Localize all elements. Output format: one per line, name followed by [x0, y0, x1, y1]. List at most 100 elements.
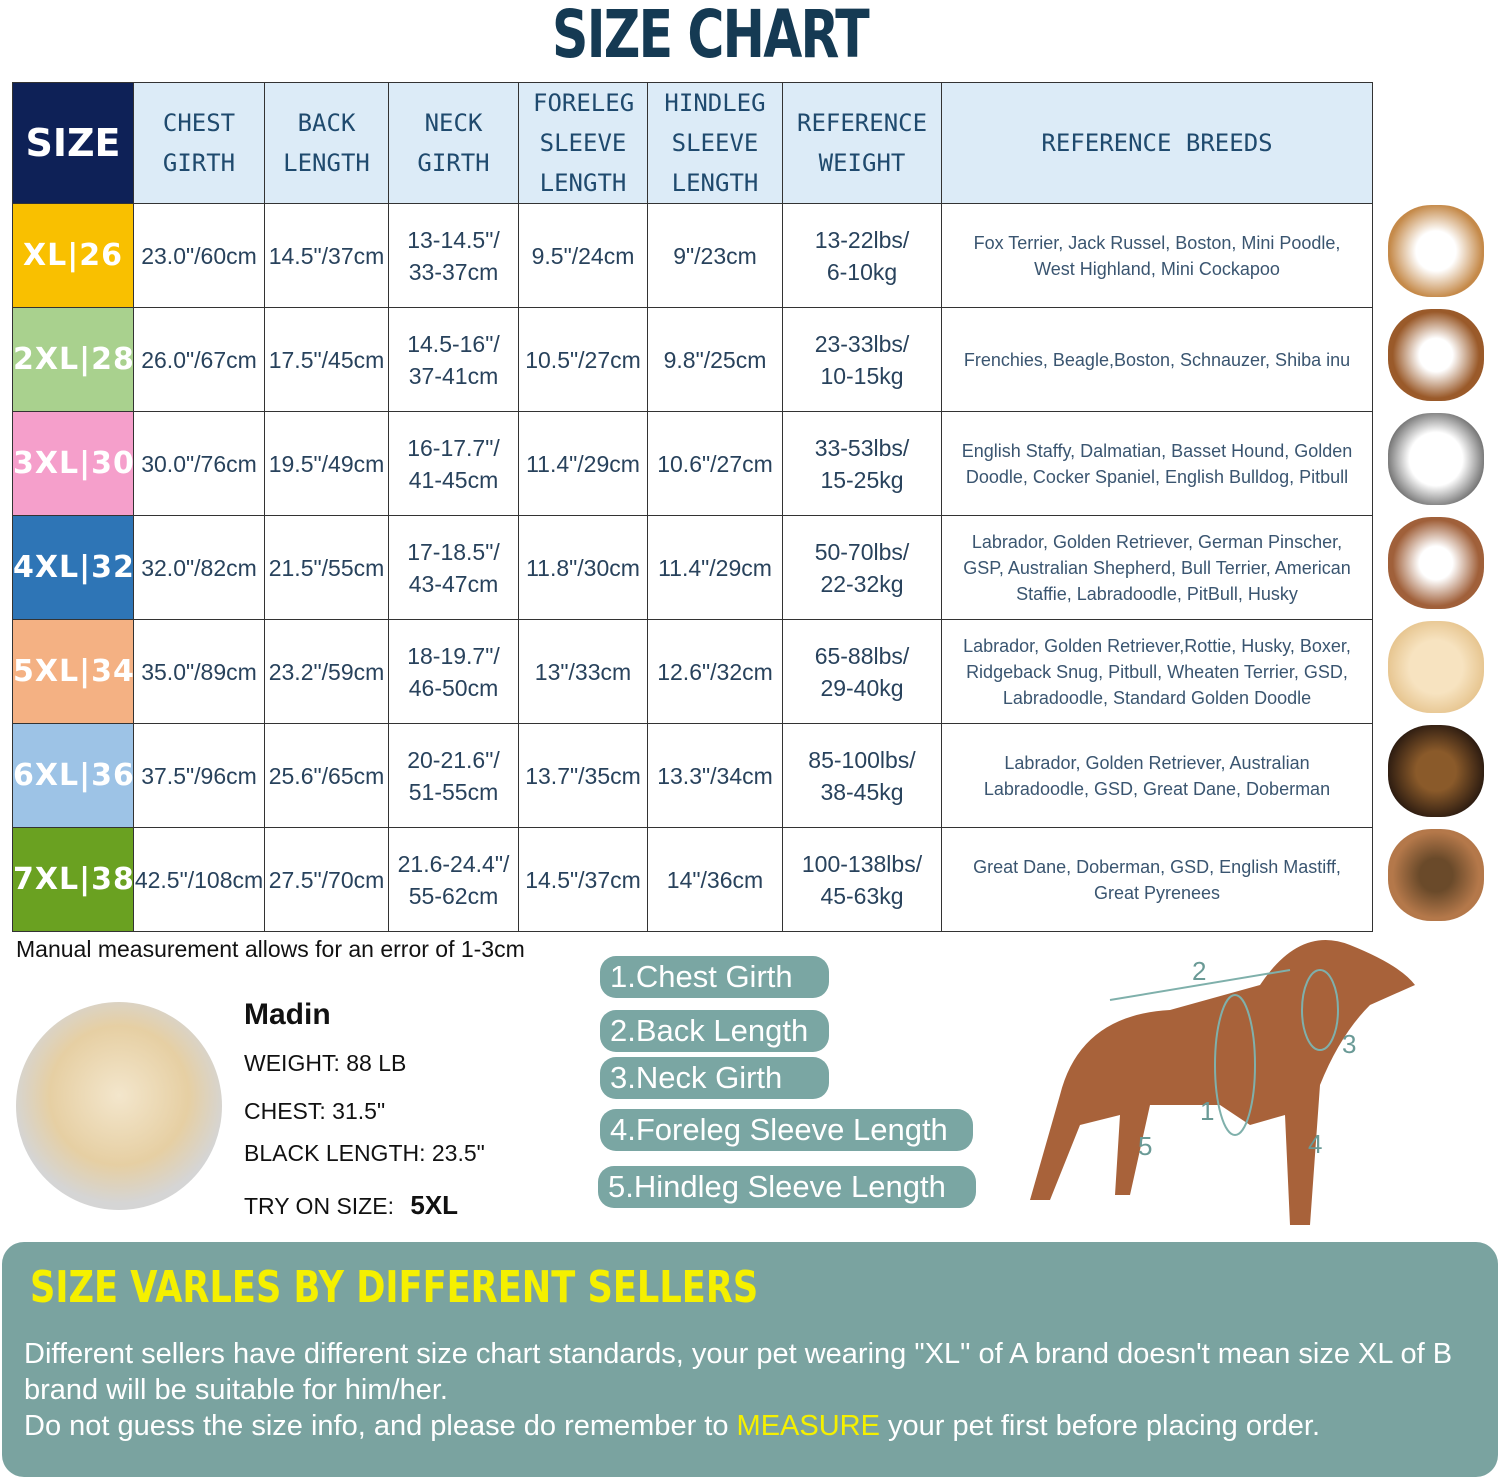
cell-breeds: Labrador, Golden Retriever, Australian L…	[941, 723, 1373, 828]
cell-hind: 12.6"/32cm	[647, 619, 783, 724]
cell-line: 29-40kg	[820, 674, 904, 701]
cell-chest: 35.0"/89cm	[133, 619, 265, 724]
dog-photo-jack-russell	[1388, 205, 1484, 297]
cell-line: 65-88lbs/	[814, 642, 910, 669]
cell-neck: 20-21.6"/ 51-55cm	[388, 723, 519, 828]
header-7: REFERENCE BREEDS	[941, 82, 1373, 204]
measurement-note: Manual measurement allows for an error o…	[16, 936, 525, 962]
dog-photo-dalmatian	[1388, 413, 1484, 505]
cell-line: 55-62cm	[408, 882, 499, 909]
cell-hind: 9.8"/25cm	[647, 307, 783, 412]
cell-line: 18-19.7"/	[407, 642, 500, 669]
cell-line: 38-45kg	[820, 778, 904, 805]
cell-fore: 11.4"/29cm	[518, 411, 648, 516]
cell-line: 33-37cm	[408, 258, 499, 285]
cell-back: 14.5"/37cm	[264, 203, 389, 308]
cell-neck: 13-14.5"/ 33-37cm	[388, 203, 519, 308]
try-size: 5XL	[410, 1190, 459, 1220]
cell-back: 27.5"/70cm	[264, 827, 389, 932]
cell-chest: 32.0"/82cm	[133, 515, 265, 620]
example-name: Madin	[244, 998, 331, 1031]
disclaimer-line-1: Different sellers have different size ch…	[24, 1338, 1453, 1406]
cell-weight: 13-22lbs/6-10kg	[782, 203, 942, 308]
table-row: 5XL|34 35.0"/89cm 23.2"/59cm 18-19.7"/ 46-50…	[12, 619, 1373, 724]
cell-hind: 10.6"/27cm	[647, 411, 783, 516]
line2-end: your pet first before placing order.	[879, 1410, 1321, 1442]
label-4: 4	[1308, 1129, 1322, 1159]
dog-measurement-diagram: 2 1 3 4 5	[1030, 940, 1415, 1225]
header-2: BACK LENGTH	[264, 82, 389, 204]
table-row: XL|26 23.0"/60cm 14.5"/37cm 13-14.5"/ 33-37c…	[12, 203, 1373, 308]
cell-line: 100-138lbs/	[801, 850, 923, 877]
cell-line: 41-45cm	[408, 466, 499, 493]
dog-photo-great-dane	[1388, 829, 1484, 921]
page-title: SIZE CHART	[552, 0, 870, 73]
cell-weight: 23-33lbs/10-15kg	[782, 307, 942, 412]
header-0: SIZE	[12, 82, 134, 204]
cell-weight: 85-100lbs/38-45kg	[782, 723, 942, 828]
cell-fore: 14.5"/37cm	[518, 827, 648, 932]
cell-size: 3XL|30	[12, 411, 134, 516]
cell-weight: 50-70lbs/22-32kg	[782, 515, 942, 620]
example-length: BLACK LENGTH: 23.5"	[244, 1140, 485, 1166]
cell-line: 43-47cm	[408, 570, 499, 597]
dog-silhouette	[1030, 940, 1415, 1225]
chest-girth-line	[1214, 994, 1256, 1136]
cell-line: 46-50cm	[408, 674, 499, 701]
cell-back: 21.5"/55cm	[264, 515, 389, 620]
measure-highlight: MEASURE	[736, 1410, 880, 1442]
cell-line: 45-63kg	[820, 882, 904, 909]
cell-line: 14.5-16"/	[407, 330, 500, 357]
cell-line: 33-53lbs/	[814, 434, 910, 461]
example-dog-avatar	[16, 1002, 222, 1210]
disclaimer-title: SIZE VARLES BY DIFFERENT SELLERS	[30, 1262, 759, 1313]
cell-neck: 17-18.5"/ 43-47cm	[388, 515, 519, 620]
cell-weight: 100-138lbs/45-63kg	[782, 827, 942, 932]
legend-item-hindleg: 5.Hindleg Sleeve Length	[598, 1166, 976, 1208]
table-row: 2XL|28 26.0"/67cm 17.5"/45cm 14.5-16"/ 37-41…	[12, 307, 1373, 412]
cell-line: 13-22lbs/	[814, 226, 910, 253]
size-table: SIZE CHEST GIRTH BACK LENGTH NECK GIRTH FORE…	[12, 82, 1373, 932]
cell-back: 17.5"/45cm	[264, 307, 389, 412]
cell-line: 50-70lbs/	[814, 538, 910, 565]
label-1: 1	[1200, 1096, 1214, 1126]
header-1: CHEST GIRTH	[133, 82, 265, 204]
cell-size: 4XL|32	[12, 515, 134, 620]
cell-line: 20-21.6"/	[407, 746, 500, 773]
cell-line: 51-55cm	[408, 778, 499, 805]
label-3: 3	[1342, 1029, 1356, 1059]
cell-neck: 16-17.7"/ 41-45cm	[388, 411, 519, 516]
legend-item-foreleg: 4.Foreleg Sleeve Length	[600, 1109, 973, 1151]
cell-chest: 26.0"/67cm	[133, 307, 265, 412]
cell-line: 6-10kg	[826, 258, 898, 285]
cell-fore: 9.5"/24cm	[518, 203, 648, 308]
disclaimer-panel	[2, 1242, 1498, 1477]
cell-hind: 11.4"/29cm	[647, 515, 783, 620]
cell-breeds: English Staffy, Dalmatian, Basset Hound,…	[941, 411, 1373, 516]
header-6: REFERENCE WEIGHT	[782, 82, 942, 204]
cell-size: 6XL|36	[12, 723, 134, 828]
line2-start: Do not guess the size info, and please d…	[24, 1410, 737, 1442]
cell-chest: 37.5"/96cm	[133, 723, 265, 828]
cell-line: 22-32kg	[820, 570, 904, 597]
cell-weight: 65-88lbs/29-40kg	[782, 619, 942, 724]
cell-size: 2XL|28	[12, 307, 134, 412]
dog-photo-german-shepherd	[1388, 725, 1484, 817]
cell-size: XL|26	[12, 203, 134, 308]
cell-size: 7XL|38	[12, 827, 134, 932]
cell-breeds: Fox Terrier, Jack Russel, Boston, Mini P…	[941, 203, 1373, 308]
cell-fore: 13.7"/35cm	[518, 723, 648, 828]
cell-fore: 11.8"/30cm	[518, 515, 648, 620]
table-row: 3XL|30 30.0"/76cm 19.5"/49cm 16-17.7"/ 41-45…	[12, 411, 1373, 516]
cell-breeds: Great Dane, Doberman, GSD, English Masti…	[941, 827, 1373, 932]
example-try-size: TRY ON SIZE: 5XL	[244, 1190, 458, 1221]
back-length-line	[1109, 969, 1291, 1001]
cell-back: 23.2"/59cm	[264, 619, 389, 724]
disclaimer-line-2: Do not guess the size info, and please d…	[24, 1408, 1494, 1444]
cell-line: 10-15kg	[820, 362, 904, 389]
cell-breeds: Frenchies, Beagle,Boston, Schnauzer, Shi…	[941, 307, 1373, 412]
label-2: 2	[1192, 956, 1206, 986]
cell-neck: 14.5-16"/ 37-41cm	[388, 307, 519, 412]
disclaimer-text: Different sellers have different size ch…	[24, 1336, 1494, 1444]
cell-line: 17-18.5"/	[407, 538, 500, 565]
